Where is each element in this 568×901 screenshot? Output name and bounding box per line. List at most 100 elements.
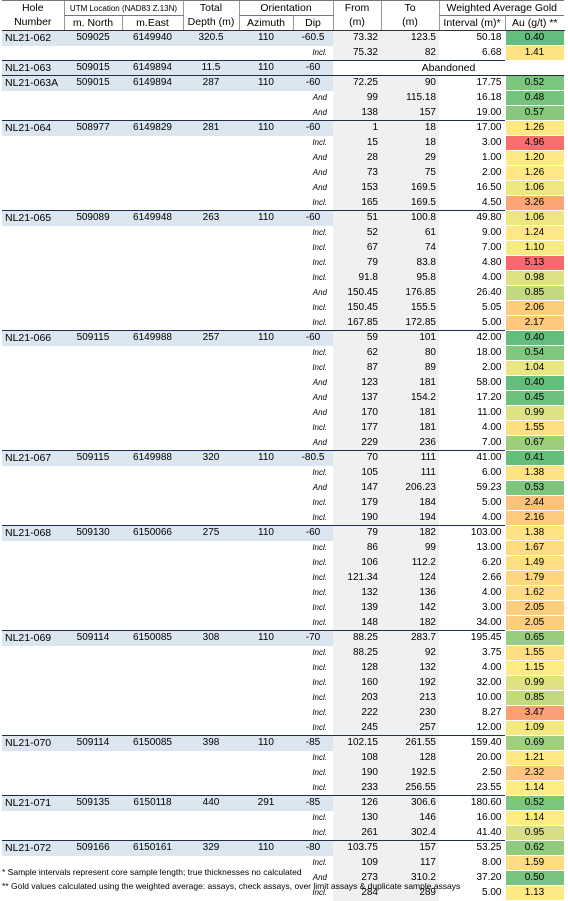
au-grade: 5.13 — [504, 255, 565, 271]
depth: 440 — [183, 795, 239, 811]
from: 99 — [333, 90, 381, 106]
empty-cell — [64, 241, 122, 256]
empty-cell — [122, 196, 183, 211]
empty-cell — [2, 661, 64, 676]
empty-cell — [64, 376, 122, 391]
to: 18 — [381, 135, 439, 151]
from: 51 — [333, 210, 381, 226]
empty-cell — [183, 421, 239, 436]
hole-number: NL21-066 — [2, 330, 64, 346]
table-row: And 150.45 176.85 26.40 0.85 — [2, 285, 565, 301]
empty-cell — [183, 391, 239, 406]
table-row: NL21-069 509114 6150085 308 110 -70 88.25 283.7… — [2, 630, 565, 646]
empty-cell — [122, 361, 183, 376]
azimuth: 110 — [239, 450, 293, 466]
from: 245 — [333, 720, 381, 736]
empty-cell — [183, 481, 239, 496]
to: 302.4 — [381, 825, 439, 841]
dip: -60 — [293, 120, 333, 136]
qualifier: Incl. — [312, 468, 327, 477]
north: 508977 — [64, 120, 122, 136]
au-grade: 1.15 — [504, 660, 565, 676]
interval: 16.18 — [476, 92, 502, 103]
header-cell: Depth (m) — [182, 15, 239, 31]
qualifier: Incl. — [312, 317, 327, 327]
empty-cell — [183, 271, 239, 286]
to: 142 — [381, 600, 439, 616]
empty-cell — [64, 316, 122, 331]
table-row: Incl. 148 182 34.00 2.05 — [2, 615, 565, 631]
au-grade: 0.85 — [504, 690, 565, 706]
empty-cell — [122, 616, 183, 631]
from: 70 — [333, 450, 381, 466]
table-row: Incl. 150.45 155.5 5.05 2.06 — [2, 300, 565, 316]
interval: 5.05 — [482, 302, 502, 313]
table-row: Incl. 108 128 20.00 1.21 — [2, 750, 565, 766]
empty-cell — [64, 691, 122, 706]
from: 59 — [333, 330, 381, 346]
interval: 23.55 — [476, 781, 502, 793]
empty-cell — [64, 271, 122, 286]
from: 79 — [333, 525, 381, 541]
empty-cell — [2, 496, 64, 511]
interval: 37.20 — [476, 872, 502, 883]
to: 192.5 — [381, 765, 439, 781]
table-row: Incl. 79 83.8 4.80 5.13 — [2, 255, 565, 271]
table-row: And 138 157 19.00 0.57 — [2, 105, 565, 121]
azimuth: 110 — [239, 735, 293, 751]
au-grade: 0.69 — [504, 735, 565, 751]
au-grade: 1.79 — [504, 570, 565, 586]
qualifier: And — [312, 183, 327, 192]
empty-cell — [2, 226, 64, 241]
interval: 4.00 — [482, 662, 502, 673]
azimuth: 110 — [239, 630, 293, 646]
from: 128 — [333, 660, 381, 676]
interval: 17.20 — [476, 392, 502, 403]
empty-cell — [239, 106, 293, 121]
empty-cell — [2, 346, 64, 361]
header-cell: Weighted Average Gold — [438, 0, 564, 16]
from: 88.25 — [333, 630, 381, 646]
empty-cell — [2, 181, 64, 196]
north: 509089 — [64, 210, 122, 226]
table-row: Incl. 139 142 3.00 2.05 — [2, 600, 565, 616]
dip: -70 — [293, 630, 333, 646]
empty-cell — [64, 406, 122, 421]
empty-cell — [2, 691, 64, 706]
empty-cell — [183, 511, 239, 526]
empty-cell — [64, 676, 122, 691]
qualifier: And — [312, 437, 327, 447]
empty-cell — [64, 346, 122, 361]
empty-cell — [2, 301, 64, 316]
to: 181 — [381, 405, 439, 421]
azimuth: 110 — [239, 120, 293, 136]
empty-cell — [64, 46, 122, 61]
empty-cell — [122, 436, 183, 451]
au-grade: 2.16 — [504, 510, 565, 526]
from: 139 — [333, 600, 381, 616]
empty-cell — [239, 586, 293, 601]
table-row: Incl. 190 194 4.00 2.16 — [2, 510, 565, 526]
au-grade: 1.24 — [504, 225, 565, 241]
qualifier: Incl. — [312, 782, 327, 792]
au-grade: 2.05 — [504, 600, 565, 616]
empty-cell — [239, 511, 293, 526]
qualifier: Incl. — [312, 363, 327, 372]
empty-cell — [183, 571, 239, 586]
interval: 2.50 — [482, 767, 502, 778]
dip: -60 — [293, 525, 333, 541]
empty-cell — [122, 136, 183, 151]
empty-cell — [122, 691, 183, 706]
depth: 11.5 — [183, 60, 239, 76]
dip: -60 — [293, 75, 333, 91]
from: 229 — [333, 435, 381, 451]
to: 128 — [381, 750, 439, 766]
header-row: Number m. North m.East Depth (m) Azimuth… — [2, 15, 564, 31]
empty-cell — [2, 151, 64, 166]
empty-cell — [122, 301, 183, 316]
empty-cell — [122, 706, 183, 721]
au-grade: 0.40 — [504, 330, 565, 346]
interval: 2.00 — [482, 167, 502, 178]
empty-cell — [183, 691, 239, 706]
depth: 263 — [183, 210, 239, 226]
